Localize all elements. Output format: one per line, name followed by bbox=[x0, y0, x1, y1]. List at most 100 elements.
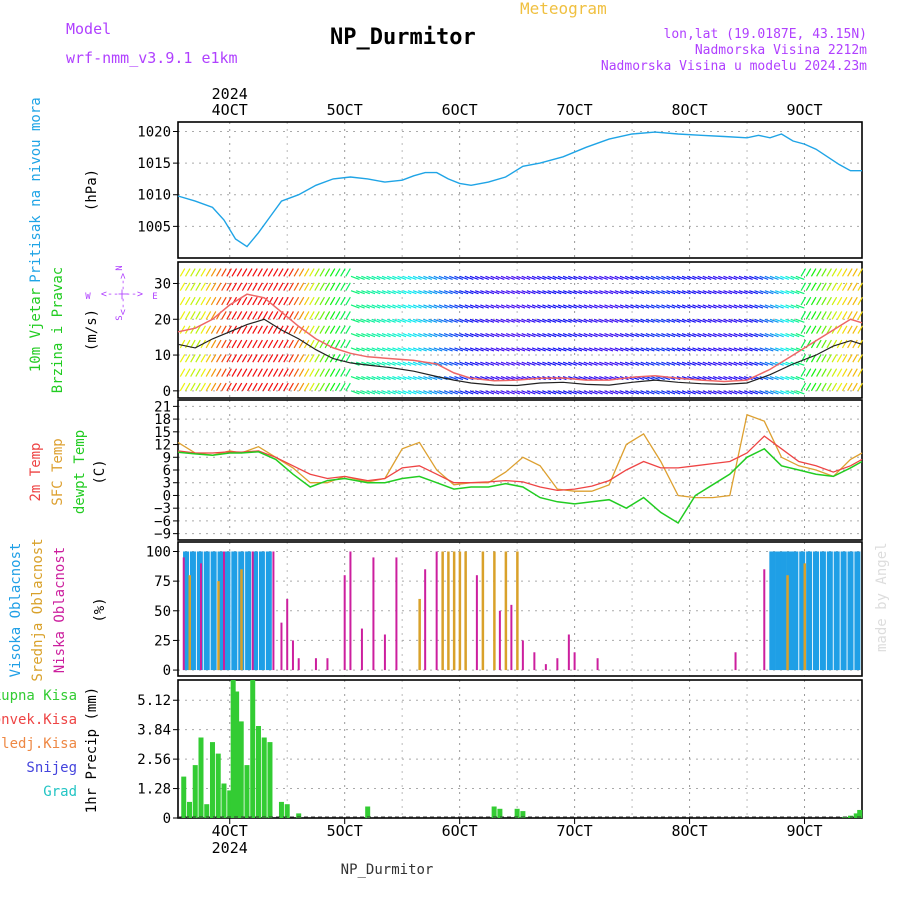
top-time-label: 4OCT bbox=[212, 101, 248, 119]
wind-barb bbox=[236, 368, 243, 377]
wind-barb bbox=[562, 361, 572, 366]
wind-barb bbox=[267, 368, 274, 377]
wind-barb bbox=[645, 304, 655, 309]
wind-barb bbox=[650, 275, 660, 280]
wind-barb bbox=[252, 282, 258, 291]
wind-barb bbox=[257, 296, 263, 306]
wind-barb bbox=[743, 347, 753, 352]
cloud-mid-bar bbox=[441, 551, 444, 671]
wind-barb bbox=[583, 304, 593, 309]
wind-barb bbox=[298, 325, 305, 334]
wind-barb bbox=[387, 304, 396, 309]
wind-barb bbox=[267, 296, 274, 306]
bottom-time-label: 8OCT bbox=[672, 822, 708, 840]
wind-barb bbox=[599, 375, 608, 381]
wind-barb bbox=[531, 347, 541, 352]
wind-barb bbox=[780, 304, 790, 309]
wind-barb bbox=[366, 375, 376, 381]
wind-barb bbox=[805, 311, 812, 320]
wind-barb bbox=[759, 318, 769, 323]
wind-barb bbox=[702, 361, 712, 366]
wind-barb bbox=[573, 333, 583, 338]
wind-barb bbox=[293, 325, 300, 334]
wind-barb bbox=[526, 333, 536, 338]
wind-barb bbox=[454, 275, 464, 280]
wind-barb bbox=[775, 390, 784, 395]
wind-barb bbox=[221, 382, 227, 392]
wind-barb bbox=[418, 275, 427, 280]
wind-barb bbox=[599, 318, 608, 323]
wind-barb bbox=[241, 382, 248, 392]
wind-barb bbox=[205, 325, 212, 334]
wind-barb bbox=[707, 304, 717, 309]
compass-line-v: <--|--> bbox=[118, 273, 129, 315]
cloud-ytick-label: 75 bbox=[154, 574, 171, 590]
wind-barb bbox=[314, 354, 320, 363]
wind-barb bbox=[319, 296, 325, 306]
wind-barb bbox=[542, 290, 552, 295]
wind-barb bbox=[831, 354, 838, 363]
wind-barb bbox=[531, 304, 541, 309]
wind-barb bbox=[418, 361, 427, 366]
wind-barb bbox=[407, 375, 417, 381]
wind-barb bbox=[241, 282, 248, 291]
wind-barb bbox=[215, 296, 222, 306]
cloud-low-bar bbox=[395, 557, 398, 671]
wind-barb bbox=[661, 275, 671, 280]
wind-barb bbox=[314, 325, 320, 334]
wind-barb bbox=[557, 361, 567, 366]
wind-barb bbox=[614, 333, 624, 338]
wind-barb bbox=[578, 390, 588, 395]
wind-barb bbox=[547, 318, 557, 323]
wind-barb bbox=[428, 333, 438, 338]
wind-barb bbox=[474, 390, 484, 395]
wind-barb bbox=[392, 333, 402, 338]
wind-barb bbox=[764, 361, 774, 366]
temp-ytick-label: 6 bbox=[163, 463, 171, 479]
watermark: made by Angel bbox=[874, 542, 890, 652]
precip-total-bar bbox=[221, 783, 227, 818]
wind-barb bbox=[454, 318, 464, 323]
wind-barb bbox=[795, 318, 805, 323]
wind-barb bbox=[371, 304, 381, 309]
wind-barb bbox=[387, 290, 396, 295]
wind-barb bbox=[397, 361, 407, 366]
wind-barb bbox=[495, 304, 505, 309]
wind-barb bbox=[687, 275, 696, 280]
wind-barb bbox=[754, 318, 764, 323]
cloud-high-bar bbox=[217, 551, 224, 671]
wind-barb bbox=[609, 347, 619, 352]
wind-barb bbox=[656, 390, 665, 395]
wind-barb bbox=[738, 347, 748, 352]
wind-barb bbox=[599, 390, 608, 395]
wind-barb bbox=[604, 333, 614, 338]
wind-barb bbox=[490, 318, 500, 323]
precip-total-bar bbox=[491, 806, 497, 818]
wind-barb bbox=[738, 361, 748, 366]
wind-barb bbox=[666, 290, 676, 295]
wind-barb bbox=[656, 304, 665, 309]
wind-barb bbox=[702, 318, 712, 323]
wind-barb bbox=[614, 318, 624, 323]
wind-barb bbox=[645, 275, 655, 280]
wind-barb bbox=[718, 390, 727, 395]
wind-barb bbox=[334, 339, 341, 349]
wind-barb bbox=[692, 333, 702, 338]
wind-barb bbox=[309, 368, 315, 377]
wind-barb bbox=[371, 333, 381, 338]
wind-barb bbox=[438, 347, 448, 352]
pressure-ytick-label: 1010 bbox=[137, 188, 171, 204]
wind-barb bbox=[630, 304, 640, 309]
wind-barb bbox=[681, 390, 691, 395]
wind-barb bbox=[609, 390, 619, 395]
wind-barb bbox=[402, 290, 412, 295]
header: Model wrf-nmm_v3.9.1 e1km NP_Durmitor Me… bbox=[66, 0, 890, 878]
wind-barb bbox=[485, 347, 495, 352]
wind-barb bbox=[573, 290, 583, 295]
wind-barb bbox=[485, 390, 495, 395]
wind-barb bbox=[697, 318, 707, 323]
precip-total-bar bbox=[244, 765, 250, 818]
wind-frame bbox=[177, 261, 863, 399]
wind-barb bbox=[816, 368, 822, 377]
compass-e: E bbox=[152, 292, 157, 302]
